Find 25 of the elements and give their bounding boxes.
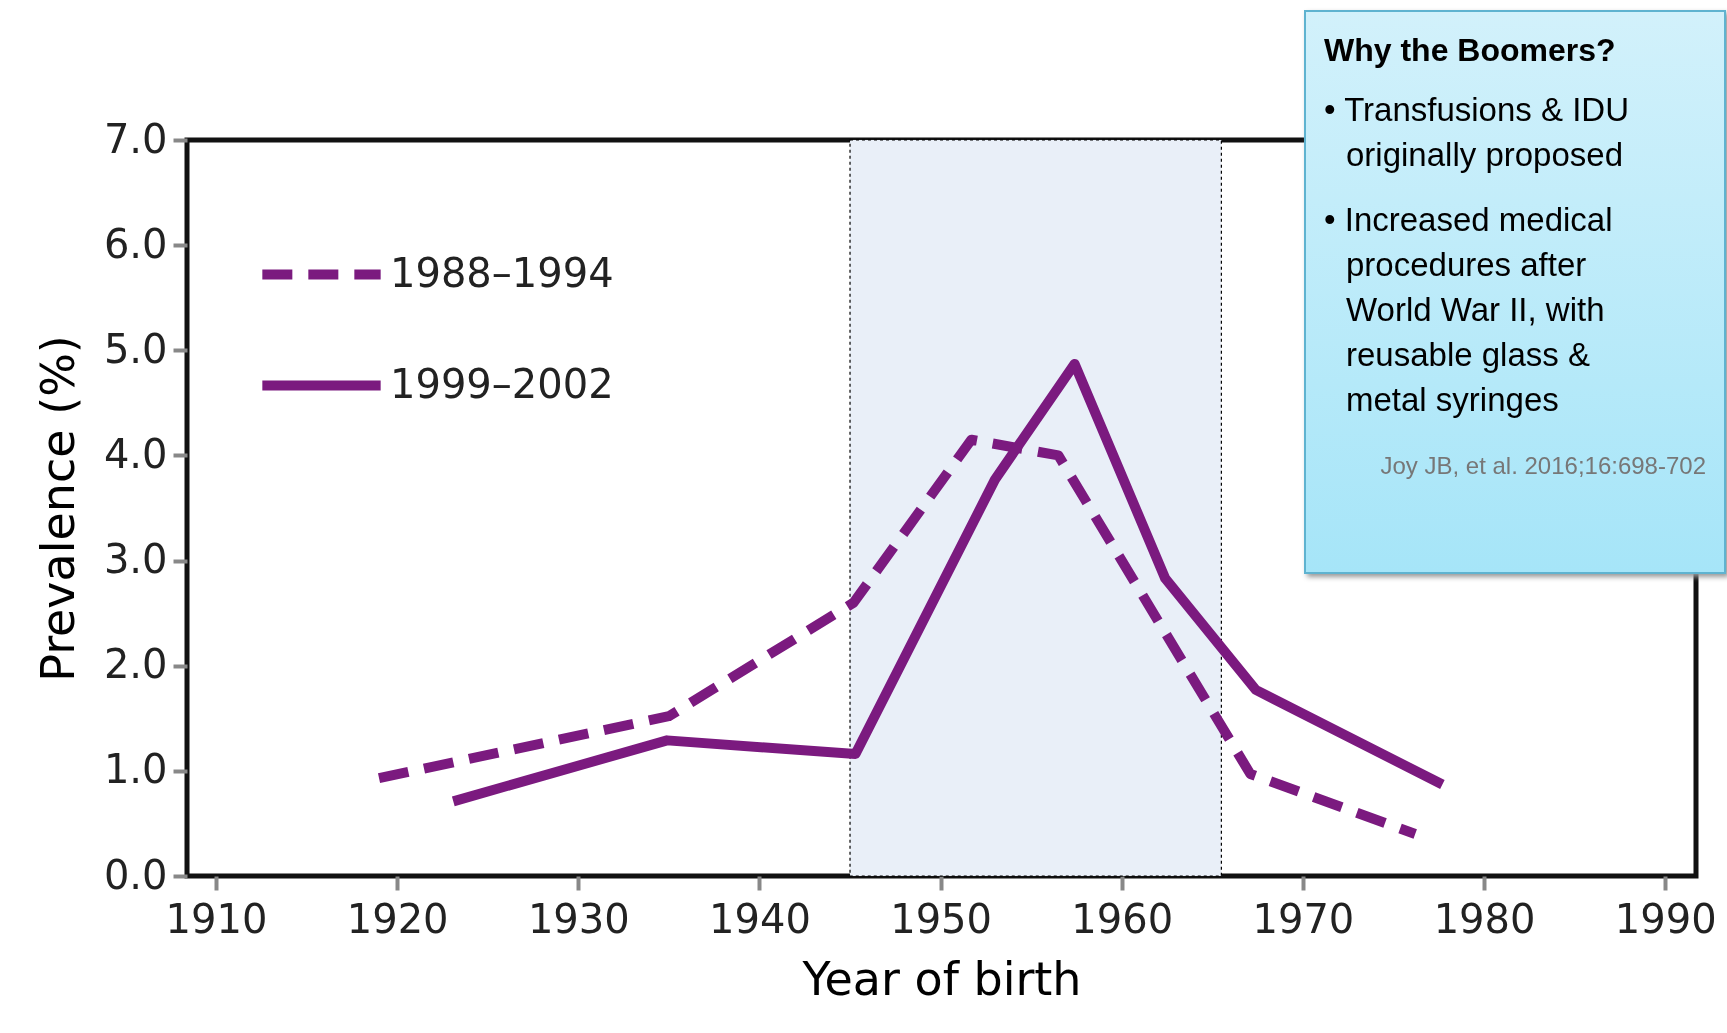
x-tick-label: 1940 — [709, 895, 811, 942]
y-tick-label: 3.0 — [103, 536, 168, 583]
annotation: • Transfusions & IDU originally proposed — [1324, 90, 1630, 175]
x-tick-label: 1970 — [1252, 895, 1355, 942]
y-tick-label: 1.0 — [103, 746, 168, 793]
x-tick-label: 1910 — [165, 895, 268, 942]
x-tick-label: 1920 — [346, 895, 449, 942]
y-tick-label: 4.0 — [103, 430, 168, 477]
y-tick-label: 2.0 — [103, 641, 168, 688]
x-tick-label: 1980 — [1433, 895, 1536, 942]
y-tick-label: 5.0 — [103, 325, 168, 372]
x-tick-label: 1960 — [1071, 895, 1174, 942]
legend-label: 1999–2002 — [390, 360, 614, 407]
note-card: Why the Boomers? • Transfusions & IDU originally proposed • Increased medical procedures after World War II, with reusable glass & metal syringes Joy JB, et al. 2016;16:698-702 — [1304, 10, 1726, 574]
annotation: • Increased medical procedures after World War II, with reusable glass & metal syringes — [1324, 200, 1614, 420]
y-tick-label: 6.0 — [103, 220, 168, 267]
x-tick-label: 1930 — [527, 895, 630, 942]
y-axis-title: Prevalence (%) — [30, 335, 85, 682]
y-tick-label: 0.0 — [103, 851, 168, 898]
x-axis-title: Year of birth — [801, 951, 1082, 1006]
y-tick-label: 7.0 — [103, 115, 168, 162]
annotation: Joy JB, et al. 2016;16:698-702 — [1379, 452, 1706, 480]
legend-label: 1988–1994 — [390, 249, 614, 296]
x-tick-label: 1950 — [890, 895, 992, 942]
x-tick-label: 1990 — [1614, 895, 1717, 942]
